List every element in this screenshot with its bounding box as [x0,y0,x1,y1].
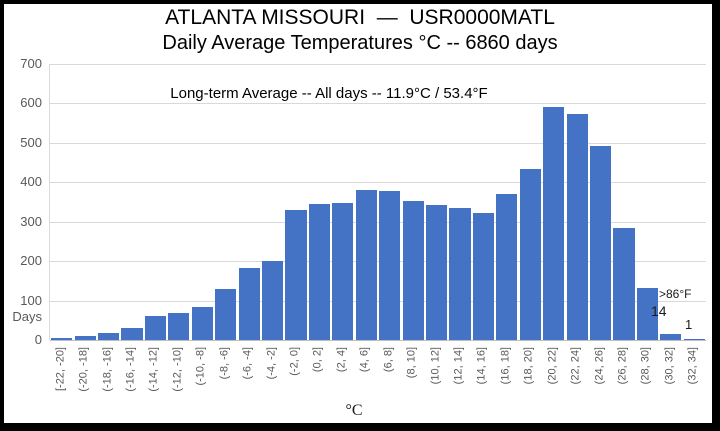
callout-count-30-32: 14 [651,303,667,319]
bar-(2, 4] [332,202,354,340]
y-tick-label-300: 300 [20,213,42,229]
bar-(22, 24] [566,113,588,340]
y-tick-label-0: 0 [34,332,42,347]
gridline-200 [50,261,706,263]
bar-(12, 14] [449,207,471,340]
bar-(4, 6] [355,190,377,340]
x-tick-label-(16, 18]: (16, 18] [499,347,512,385]
bar-(24, 26] [590,146,612,340]
bar-(-14, -12] [144,315,166,340]
bar-(8, 10] [402,201,424,340]
x-tick-label-(-20, -18]: (-20, -18] [77,347,90,392]
x-tick-label-(18, 20]: (18, 20] [522,347,535,385]
x-tick-label-(-18, -16]: (-18, -16] [101,347,114,392]
plot-area [49,64,706,341]
bar-[-22, -20] [51,338,73,340]
gridline-100 [50,300,706,302]
y-tick-label-500: 500 [20,134,42,150]
chart-subtitle: Daily Average Temperatures °C -- 6860 da… [162,32,558,54]
bar-(-4, -2] [262,260,284,340]
x-tick-label-(-16, -14]: (-16, -14] [124,347,137,392]
annotation-longterm-average: Long-term Average -- All days -- 11.9°C … [170,85,488,102]
x-tick-label-(4, 6]: (4, 6] [358,347,371,373]
x-tick-label-(12, 14]: (12, 14] [452,347,465,385]
bar-(-18, -16] [98,332,120,340]
x-tick-label-(30, 32]: (30, 32] [663,347,676,385]
bar-(-6, -4] [238,267,260,340]
x-tick-label-(24, 26]: (24, 26] [593,347,606,385]
bar-(0, 2] [308,203,330,340]
x-tick-label-(26, 28]: (26, 28] [616,347,629,385]
bar-(-12, -10] [168,313,190,340]
gridline-400 [50,182,706,184]
gridline-500 [50,142,706,144]
bar-(20, 22] [543,107,565,340]
x-tick-label-(6, 8]: (6, 8] [382,347,395,373]
bar-(18, 20] [519,168,541,340]
callout-count-32-34: 1 [685,317,693,332]
bar-(-10, -8] [191,306,213,340]
x-axis-title: °C [345,402,363,419]
bar-(-16, -14] [121,328,143,340]
bar-(32, 34] [683,339,705,340]
x-tick-label-(-14, -12]: (-14, -12] [147,347,160,392]
bar-(10, 12] [426,204,448,340]
x-axis-line [50,340,706,341]
bar-(16, 18] [496,193,518,340]
y-tick-label-200: 200 [20,253,42,269]
x-tick-label-(32, 34]: (32, 34] [686,347,699,385]
bar-(-2, 0] [285,209,307,340]
y-tick-label-400: 400 [20,174,42,190]
bar-(28, 30] [636,287,658,340]
bar-(30, 32] [660,334,682,340]
x-tick-label-(28, 30]: (28, 30] [639,347,652,385]
x-tick-label-(20, 22]: (20, 22] [546,347,559,385]
gridline-700 [50,64,706,65]
x-tick-label-(2, 4]: (2, 4] [335,347,348,373]
x-tick-label-(14, 16]: (14, 16] [475,347,488,385]
x-tick-label-(10, 12]: (10, 12] [429,347,442,385]
x-tick-label-(-10, -8]: (-10, -8] [194,347,207,386]
y-tick-label-100: 100 [20,292,42,308]
callout-gt86f: >86°F [659,287,692,301]
gridline-300 [50,221,706,223]
x-tick-label-(-4, -2]: (-4, -2] [265,347,278,380]
gridline-600 [50,103,706,105]
y-axis-title: Days [12,309,42,324]
x-tick-label-[-22, -20]: [-22, -20] [54,347,67,392]
bar-(26, 28] [613,227,635,340]
x-tick-label-(-2, 0]: (-2, 0] [288,347,301,376]
x-tick-label-(0, 2]: (0, 2] [311,347,324,373]
chart-title: ATLANTA MISSOURI — USR0000MATL [165,6,555,29]
bar-(14, 16] [472,212,494,340]
x-tick-label-(-12, -10]: (-12, -10] [171,347,184,392]
x-tick-label-(22, 24]: (22, 24] [569,347,582,385]
x-tick-label-(8, 10]: (8, 10] [405,347,418,379]
y-tick-label-600: 600 [20,95,42,111]
bar-(-20, -18] [74,336,96,340]
bar-(-8, -6] [215,288,237,340]
x-tick-label-(-6, -4]: (-6, -4] [241,347,254,380]
x-tick-label-(-8, -6]: (-8, -6] [218,347,231,380]
y-tick-label-700: 700 [20,56,42,71]
bar-(6, 8] [379,191,401,340]
